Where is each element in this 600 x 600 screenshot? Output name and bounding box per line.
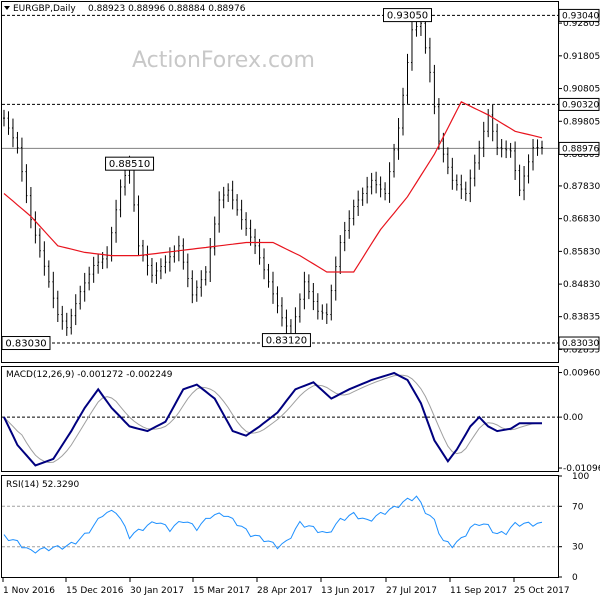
x-tick-label: 27 Jul 2017 (386, 586, 437, 596)
price-level-tag-label: 0.93040 (562, 11, 599, 21)
x-axis: 1 Nov 2016 15 Dec 2016 30 Jan 2017 15 Mar 2… (2, 577, 570, 596)
price-annotation-box (383, 8, 432, 23)
price-y-tick-label: 0.91805 (563, 52, 600, 62)
price-annotation-label: 0.93050 (387, 11, 428, 22)
chart-header: EURGBP,Daily 0.88923 0.88996 0.88884 0.8… (4, 4, 246, 14)
price-y-tick-label: 0.84830 (563, 280, 600, 290)
price-y-tick-label: 0.82835 (563, 345, 600, 355)
price-y-tick-label: 0.87830 (563, 182, 600, 192)
price-annotation-box (261, 333, 311, 348)
price-level-tag (558, 97, 600, 111)
macd-y-tick-label: 0.009608 (563, 369, 600, 379)
macd-signal-line (3, 374, 542, 464)
price-y-tick-label: 0.85830 (563, 247, 600, 257)
chart-ohlc: 0.88923 0.88996 0.88884 0.88976 (88, 4, 246, 14)
macd-panel: MACD(12,26,9) -0.001272 -0.002249 0.00960… (2, 369, 600, 474)
macd-y-tick-label: -0.010961 (563, 464, 600, 474)
macd-panel-frame (1, 366, 559, 472)
price-candles (3, 13, 543, 344)
macd-line (3, 371, 542, 467)
rsi-title: RSI(14) 52.3290 (6, 480, 79, 490)
macd-title: MACD(12,26,9) -0.001272 -0.002249 (6, 370, 173, 380)
price-y-tick-label: 0.86830 (563, 215, 600, 225)
price-y-tick-label: 0.83835 (563, 313, 600, 323)
rsi-panel: RSI(14) 52.3290 100 70 30 0 (2, 472, 589, 583)
price-annotation-label: 0.88510 (109, 159, 150, 170)
price-y-tick-label: 0.90805 (563, 85, 600, 95)
price-level-tag (558, 336, 600, 350)
price-level-tag-label: 0.83030 (562, 339, 599, 349)
x-tick-label: 15 Dec 2016 (66, 586, 124, 596)
macd-y-tick-label: 0.00 (563, 413, 583, 423)
chart-symbol: EURGBP,Daily (13, 4, 76, 14)
triangle-down-icon (4, 6, 10, 10)
price-annotation-box (105, 156, 155, 171)
x-tick-label: 13 Jun 2017 (321, 586, 375, 596)
x-tick-label: 15 Mar 2017 (193, 586, 250, 596)
rsi-y-tick-label: 100 (572, 472, 589, 482)
price-level-tag-label: 0.88976 (562, 144, 599, 154)
price-annotations: 0.93050 0.88510 0.83120 0.83030 (1, 8, 432, 351)
rsi-line (3, 495, 543, 554)
x-tick-label: 1 Nov 2016 (3, 586, 55, 596)
price-annotation-label: 0.83030 (5, 339, 46, 350)
price-annotation-box (1, 336, 51, 351)
x-tick-label: 25 Oct 2017 (514, 586, 570, 596)
price-y-tick-label: 0.92805 (563, 19, 600, 29)
x-tick-label: 11 Sep 2017 (450, 586, 507, 596)
x-tick-label: 30 Jan 2017 (130, 586, 184, 596)
price-y-tick-label: 0.88805 (563, 150, 600, 160)
price-panel-frame (1, 1, 559, 363)
watermark: ActionForex.com (132, 48, 315, 73)
price-y-tick-label: 0.89805 (563, 117, 600, 127)
price-level-tag (558, 8, 600, 22)
rsi-panel-frame (1, 475, 559, 578)
rsi-y-tick-label: 0 (572, 573, 578, 583)
price-moving-average (3, 101, 543, 273)
rsi-y-tick-label: 30 (572, 543, 584, 553)
x-tick-label: 28 Apr 2017 (257, 586, 313, 596)
ma-line (3, 101, 543, 273)
price-level-tag (558, 141, 600, 155)
price-y-axis: 0.92805 0.91805 0.90805 0.89805 0.88805 0.878… (558, 8, 600, 355)
price-level-tag-label: 0.90320 (562, 100, 599, 110)
rsi-y-tick-label: 70 (572, 502, 584, 512)
price-annotation-label: 0.83120 (266, 336, 307, 347)
